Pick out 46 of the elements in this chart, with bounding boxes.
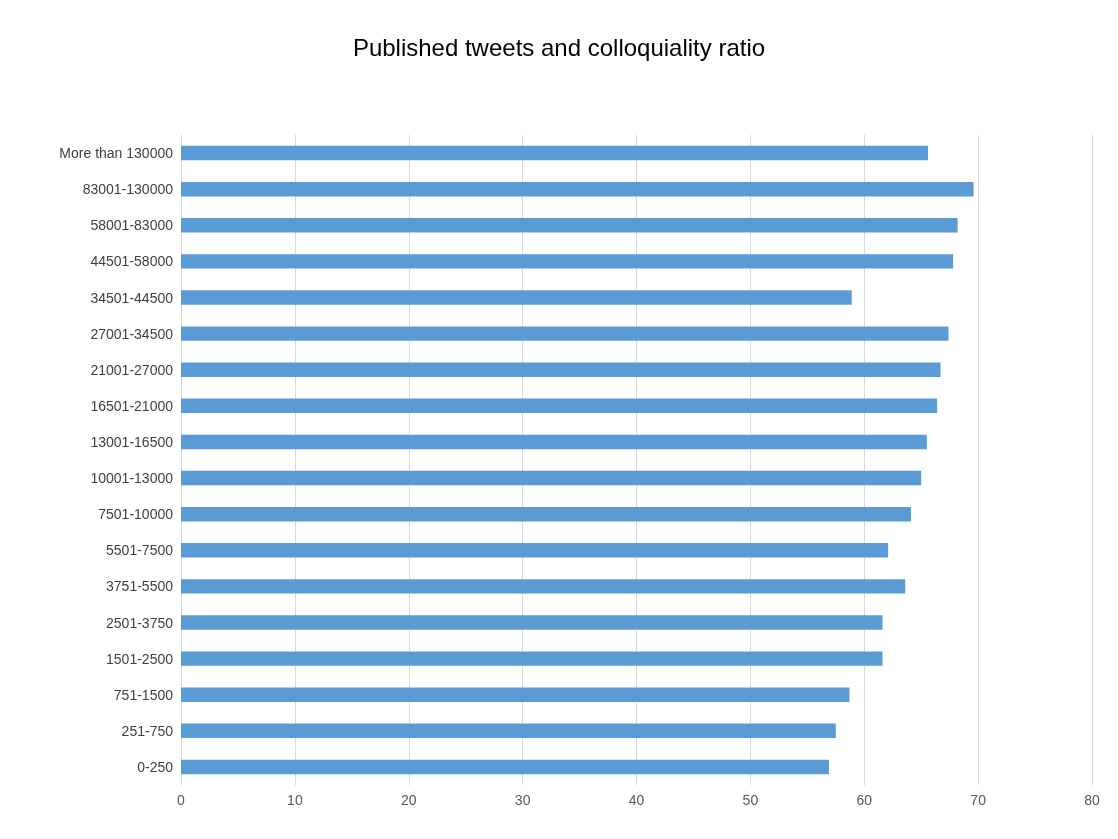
y-tick-label: 1501-2500 xyxy=(106,650,174,667)
y-tick-label: More than 130000 xyxy=(59,145,174,162)
y-tick-label: 13001-16500 xyxy=(90,433,174,450)
x-tick-label: 40 xyxy=(628,792,645,808)
bar xyxy=(181,398,938,414)
bar xyxy=(181,290,852,305)
y-tick-label: 34501-44500 xyxy=(90,289,174,306)
x-tick-label: 80 xyxy=(1084,792,1100,808)
bar xyxy=(181,506,911,522)
bar xyxy=(181,543,889,558)
bar xyxy=(181,723,836,739)
y-tick-label: 2501-3750 xyxy=(106,614,174,631)
bar xyxy=(181,687,850,702)
bar xyxy=(181,470,922,486)
x-tick-label: 20 xyxy=(400,792,417,808)
x-tick-label: 70 xyxy=(970,792,987,808)
bar xyxy=(181,651,883,666)
x-tick-label: 10 xyxy=(287,792,303,808)
y-tick-label: 5501-7500 xyxy=(106,542,174,559)
bar xyxy=(181,326,949,341)
y-tick-label: 7501-10000 xyxy=(98,506,174,523)
bar xyxy=(181,362,941,377)
y-tick-label: 3751-5500 xyxy=(106,578,174,595)
bar xyxy=(181,759,829,775)
x-tick-label: 0 xyxy=(177,792,186,808)
bar xyxy=(181,615,883,630)
bar xyxy=(181,434,927,450)
bar xyxy=(181,181,974,197)
x-tick-label: 30 xyxy=(514,792,531,808)
y-tick-label: 44501-58000 xyxy=(90,253,174,270)
x-tick-label: 50 xyxy=(742,792,759,808)
y-tick-label: 10001-13000 xyxy=(90,470,174,487)
y-tick-label: 58001-83000 xyxy=(90,217,174,234)
bar xyxy=(181,254,954,269)
bar xyxy=(181,579,906,594)
x-tick-label: 60 xyxy=(856,792,873,808)
y-tick-label: 16501-21000 xyxy=(90,397,174,414)
y-tick-label: 751-1500 xyxy=(113,686,174,703)
y-tick-label: 251-750 xyxy=(121,722,174,739)
chart-title: Published tweets and colloquiality ratio xyxy=(352,33,766,61)
y-tick-label: 83001-130000 xyxy=(82,181,174,198)
y-tick-label: 27001-34500 xyxy=(90,325,174,342)
bar xyxy=(181,218,958,233)
bar xyxy=(181,145,929,161)
y-tick-label: 21001-27000 xyxy=(90,361,174,378)
y-tick-label: 0-250 xyxy=(137,758,174,775)
